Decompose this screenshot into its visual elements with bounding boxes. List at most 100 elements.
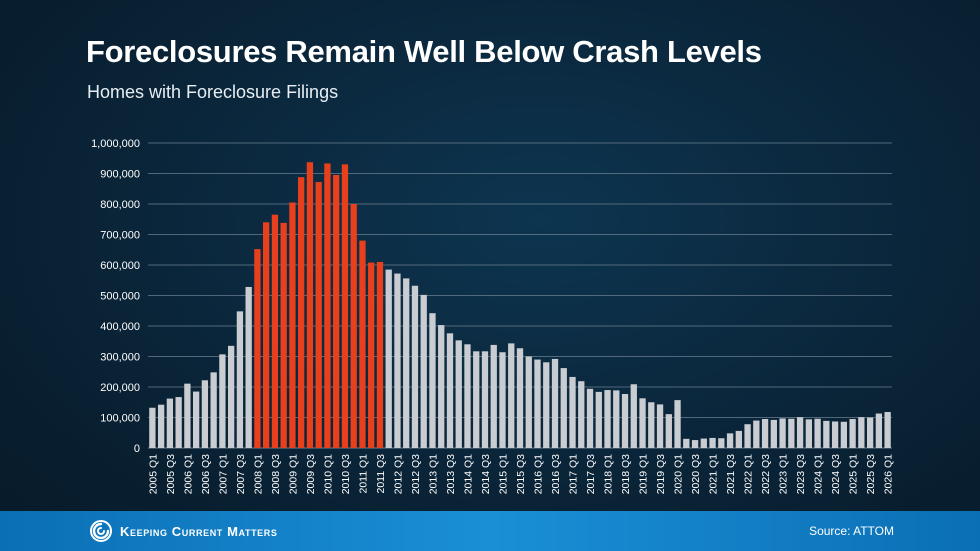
x-tick-label: 2024 Q3 xyxy=(830,454,842,494)
bar-2022-q1 xyxy=(744,424,751,448)
bar-2007-q4 xyxy=(245,286,252,448)
bar-2014-q3 xyxy=(481,351,489,448)
x-tick-label: 2007 Q3 xyxy=(235,454,247,494)
bar-2008-q3 xyxy=(271,214,279,448)
bar-2023-q1 xyxy=(779,418,786,448)
x-tick-label: 2014 Q3 xyxy=(480,454,492,494)
bar-2013-q2 xyxy=(438,325,445,448)
bar-2010-q2 xyxy=(333,175,340,448)
x-tick-label: 2006 Q1 xyxy=(182,454,194,494)
bar-2014-q4 xyxy=(490,344,497,448)
x-tick-label: 2020 Q3 xyxy=(690,454,702,494)
bar-2008-q4 xyxy=(280,222,287,448)
bar-2015-q4 xyxy=(525,356,532,448)
bar-2008-q2 xyxy=(263,222,270,448)
y-tick-label: 500,000 xyxy=(100,291,140,303)
y-tick-label: 900,000 xyxy=(100,169,140,181)
bar-2015-q1 xyxy=(499,352,506,448)
x-tick-label: 2015 Q3 xyxy=(515,454,527,494)
bar-2011-q2 xyxy=(368,262,375,448)
bar-2005-q3 xyxy=(166,398,174,448)
bar-2021-q2 xyxy=(718,438,725,448)
y-tick-label: 600,000 xyxy=(100,260,140,272)
x-tick-label: 2021 Q1 xyxy=(708,454,720,494)
bar-2014-q1 xyxy=(464,344,471,448)
x-tick-label: 2015 Q1 xyxy=(497,454,509,494)
bar-2025-q4 xyxy=(875,413,883,448)
bar-2010-q4 xyxy=(350,204,357,448)
bar-2025-q2 xyxy=(858,417,865,448)
bar-2023-q3 xyxy=(796,417,804,448)
y-tick-label: 100,000 xyxy=(100,413,140,425)
foreclosure-bar-chart: 0 100,000 200,000 300,000 400,000 500,000 600,… xyxy=(100,142,892,494)
x-tick-label: 2025 Q1 xyxy=(848,454,860,494)
x-tick-label: 2005 Q3 xyxy=(165,454,177,494)
brand-name: Keeping Current Matters xyxy=(120,523,278,539)
bar-2009-q1 xyxy=(289,202,296,448)
x-tick-label: 2011 Q3 xyxy=(375,454,387,494)
bar-2016-q2 xyxy=(543,362,550,448)
x-tick-label: 2021 Q3 xyxy=(725,454,737,494)
y-tick-label: 700,000 xyxy=(100,230,140,242)
x-tick-label: 2018 Q1 xyxy=(603,454,615,494)
bar-2017-q1 xyxy=(569,376,576,448)
bar-2006-q3 xyxy=(201,380,209,448)
bar-2020-q4 xyxy=(700,438,707,448)
x-tick-label: 2017 Q3 xyxy=(585,454,597,494)
bar-2005-q1 xyxy=(149,407,156,448)
x-tick-label: 2013 Q3 xyxy=(445,454,457,494)
x-tick-label: 2022 Q3 xyxy=(760,454,772,494)
x-tick-label: 2019 Q1 xyxy=(638,454,650,494)
x-tick-label: 2005 Q1 xyxy=(147,454,159,494)
bar-2012-q1 xyxy=(394,273,401,448)
bar-2019-q4 xyxy=(665,414,672,448)
x-tick-label: 2025 Q3 xyxy=(865,454,877,494)
x-tick-label: 2009 Q3 xyxy=(305,454,317,494)
x-tick-label: 2017 Q1 xyxy=(568,454,580,494)
bar-2018-q1 xyxy=(604,390,611,448)
x-tick-label: 2012 Q3 xyxy=(410,454,422,494)
bar-2016-q1 xyxy=(534,359,541,448)
bar-2024-q3 xyxy=(831,421,839,448)
x-tick-label: 2024 Q1 xyxy=(813,454,825,494)
x-tick-label: 2016 Q1 xyxy=(533,454,545,494)
x-tick-label: 2008 Q3 xyxy=(270,454,282,494)
bar-2009-q4 xyxy=(315,182,322,449)
brand-logo-icon xyxy=(90,520,112,542)
bar-2006-q1 xyxy=(184,383,191,448)
x-tick-label: 2006 Q3 xyxy=(200,454,212,494)
bar-2012-q2 xyxy=(403,278,410,448)
brand[interactable]: Keeping Current Matters xyxy=(90,520,277,542)
bar-2019-q1 xyxy=(639,398,646,448)
bar-2010-q3 xyxy=(341,164,349,448)
bar-2018-q2 xyxy=(613,390,620,448)
x-tick-label: 2022 Q1 xyxy=(743,454,755,494)
bar-2005-q2 xyxy=(157,404,165,448)
bar-2021-q1 xyxy=(709,437,716,448)
bar-2024-q2 xyxy=(823,420,830,448)
x-tick-label: 2012 Q1 xyxy=(392,454,404,494)
bar-2019-q2 xyxy=(648,402,655,448)
bar-2025-q1 xyxy=(849,419,856,448)
bar-2016-q3 xyxy=(551,358,559,448)
y-tick-label: 200,000 xyxy=(100,382,140,394)
bar-2022-q3 xyxy=(761,419,769,448)
bar-2012-q3 xyxy=(411,285,419,448)
bar-2022-q2 xyxy=(753,420,760,448)
bar-2019-q3 xyxy=(656,404,664,448)
y-tick-label: 300,000 xyxy=(100,352,140,364)
y-tick-label: 800,000 xyxy=(100,199,140,211)
x-tick-label: 2023 Q1 xyxy=(778,454,790,494)
x-tick-label: 2016 Q3 xyxy=(550,454,562,494)
bar-2015-q2 xyxy=(508,343,515,448)
chart-subtitle: Homes with Foreclosure Filings xyxy=(87,82,339,102)
bar-2025-q3 xyxy=(866,417,874,448)
bar-2012-q4 xyxy=(420,294,427,448)
bar-2023-q2 xyxy=(788,418,795,448)
x-tick-label: 2009 Q1 xyxy=(287,454,299,494)
bar-2021-q4 xyxy=(735,430,742,448)
bar-2017-q4 xyxy=(595,391,602,448)
bar-2007-q1 xyxy=(219,354,226,448)
bar-2020-q2 xyxy=(683,438,690,448)
page-title: Foreclosures Remain Well Below Crash Lev… xyxy=(86,34,762,69)
